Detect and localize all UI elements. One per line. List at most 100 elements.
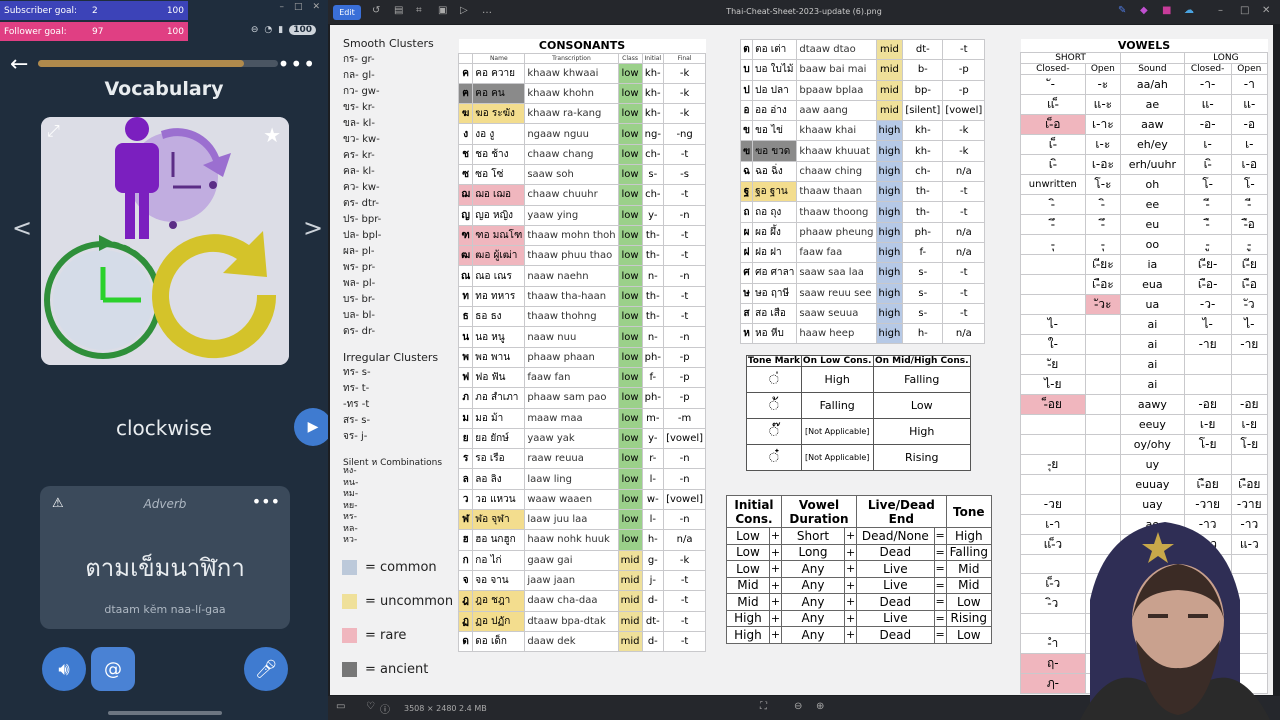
vowel-cell: oh: [1120, 174, 1185, 195]
consonant-initial: bp-: [902, 79, 944, 101]
consonant-char: ด: [457, 630, 474, 653]
consonant-char: ถ: [739, 201, 754, 223]
consonant-row: ฟฟอ ฟัน faaw fan low f- -p: [457, 366, 707, 389]
heart-icon[interactable]: ♡: [366, 701, 375, 712]
definition-more-icon[interactable]: •••: [251, 492, 280, 511]
previous-card-icon[interactable]: <: [12, 214, 33, 242]
rules-header: Initial Cons.: [726, 495, 782, 528]
share-icon[interactable]: ◆: [1140, 5, 1148, 16]
vowel-cell: [1183, 374, 1232, 395]
vowel-header: Open: [1230, 63, 1269, 75]
lesson-progress-fill: [38, 60, 245, 67]
screen-title: Vocabulary: [104, 78, 224, 100]
tone-on-low: [Not Applicable]: [800, 444, 874, 471]
consonant-row: ษษอ ฤาษี saaw reuu see high s- -t: [739, 282, 986, 304]
zoom-out-icon[interactable]: ⊖: [794, 701, 803, 712]
vowel-cell: เ-ือย: [1230, 474, 1269, 495]
viewer-minimize-icon[interactable]: –: [1218, 5, 1223, 16]
edit-pen-icon[interactable]: ✎: [1118, 5, 1127, 16]
speaker-button[interactable]: 🔊︎: [42, 647, 86, 691]
follower-goal-max: 100: [166, 26, 184, 37]
rule-vowel-duration: Any: [780, 593, 846, 611]
vocabulary-word: clockwise: [115, 416, 212, 440]
rotate-icon[interactable]: ↺: [372, 5, 381, 16]
print-icon[interactable]: ▤: [394, 5, 404, 16]
zoom-in-icon[interactable]: ⊕: [816, 701, 825, 712]
vowel-cell: [1084, 334, 1122, 355]
slideshow-icon[interactable]: ▷: [460, 5, 468, 16]
consonant-initial: kh-: [902, 140, 944, 162]
vowel-cell: เ-อะ: [1084, 154, 1122, 175]
vowel-cell: -า: [1230, 74, 1269, 95]
consonant-name: ฬอ จุฬา: [472, 509, 526, 531]
play-audio-button[interactable]: ▶: [294, 408, 328, 446]
consonant-char: ฒ: [457, 245, 474, 267]
consonant-name: ผอ ผึ้ง: [752, 221, 798, 243]
crop-icon[interactable]: ⌗: [416, 5, 422, 16]
consonant-final: -t: [942, 38, 986, 61]
consonant-transcription: laaw ling: [524, 468, 619, 490]
consonant-class: mid: [617, 590, 643, 612]
panel-icon[interactable]: ▭: [336, 701, 346, 712]
consonant-header: Transcription: [524, 52, 619, 64]
warning-icon[interactable]: ⚠: [52, 496, 64, 511]
edit-button[interactable]: Edit: [333, 5, 361, 20]
vowel-cell: -าว: [1183, 514, 1232, 535]
consonant-class: low: [617, 326, 643, 348]
cluster-item: หง-: [343, 466, 357, 476]
consonant-initial: ph-: [902, 221, 944, 243]
consonant-name: ฅอ คน: [472, 82, 526, 105]
expand-icon[interactable]: ⤢: [47, 121, 60, 140]
vowel-cell: เ-ิ: [1020, 154, 1086, 175]
consonant-final: -t: [942, 302, 986, 325]
favorite-icon[interactable]: ■: [1162, 5, 1172, 16]
rule-ending: Dead: [856, 543, 935, 561]
tone-rules-table: Initial Cons. Vowel Duration Live/Dead End…: [726, 495, 993, 644]
star-icon[interactable]: ★: [263, 123, 281, 147]
consonant-class: mid: [875, 79, 904, 101]
tone-on-mid-high: High: [872, 418, 972, 445]
rule-vowel-duration: Any: [780, 560, 846, 578]
vowel-cell: โ-: [1183, 174, 1232, 195]
slow-audio-button[interactable]: @: [91, 647, 135, 691]
close-icon[interactable]: ✕: [312, 2, 320, 12]
back-arrow-icon[interactable]: ←: [10, 52, 29, 77]
fit-icon[interactable]: ⛶: [760, 701, 767, 712]
tone-header: On Low Cons.: [800, 355, 874, 367]
consonant-name: ฌอ เฌอ: [472, 184, 526, 206]
minimize-icon[interactable]: –: [279, 2, 284, 12]
maximize-icon[interactable]: □: [293, 2, 303, 12]
consonant-name: ฒอ ผู้เฒ่า: [472, 245, 526, 267]
info-icon[interactable]: ⓘ: [380, 705, 390, 716]
consonant-char: ธ: [457, 306, 474, 328]
image-icon[interactable]: ▣: [438, 5, 448, 16]
consonant-char: ล: [457, 468, 474, 490]
home-indicator[interactable]: [108, 711, 222, 715]
tone-on-mid-high: Low: [872, 392, 972, 419]
vowel-cell: [1084, 394, 1122, 415]
consonant-char: ร: [457, 448, 474, 470]
consonant-name: บอ ใบไม้: [752, 59, 798, 81]
signal-icon: ▮: [278, 25, 284, 35]
speaker-icon: 🔊︎: [58, 658, 70, 680]
consonant-row: ฉฉอ ฉิ่ง chaaw ching high ch-n/a: [739, 160, 986, 183]
wifi-icon: ◔: [264, 25, 273, 35]
consonants-title: CONSONANTS: [458, 39, 706, 53]
consonant-transcription: faaw faa: [796, 241, 877, 264]
microphone-button[interactable]: 🎤︎: [244, 647, 288, 691]
consonant-transcription: saaw reuu see: [796, 282, 877, 304]
vowel-cell: ai: [1120, 354, 1185, 375]
consonants-table-left: CONSONANTS Name Transcription Class Initial F…: [457, 39, 707, 653]
next-card-icon[interactable]: >: [303, 214, 324, 242]
vowel-cell: [1230, 573, 1269, 595]
viewer-close-icon[interactable]: ✕: [1262, 5, 1271, 16]
vowel-cell: [1020, 294, 1086, 315]
consonant-final: -t: [663, 630, 707, 653]
viewer-maximize-icon[interactable]: □: [1240, 5, 1250, 16]
more-options-icon[interactable]: •••: [277, 52, 316, 76]
vowel-cell: [1020, 553, 1086, 575]
equals-sign: =: [933, 543, 947, 561]
cloud-icon[interactable]: ☁: [1184, 5, 1194, 16]
toolbar-more-icon[interactable]: …: [482, 5, 492, 16]
cluster-item: หล-: [343, 523, 358, 534]
